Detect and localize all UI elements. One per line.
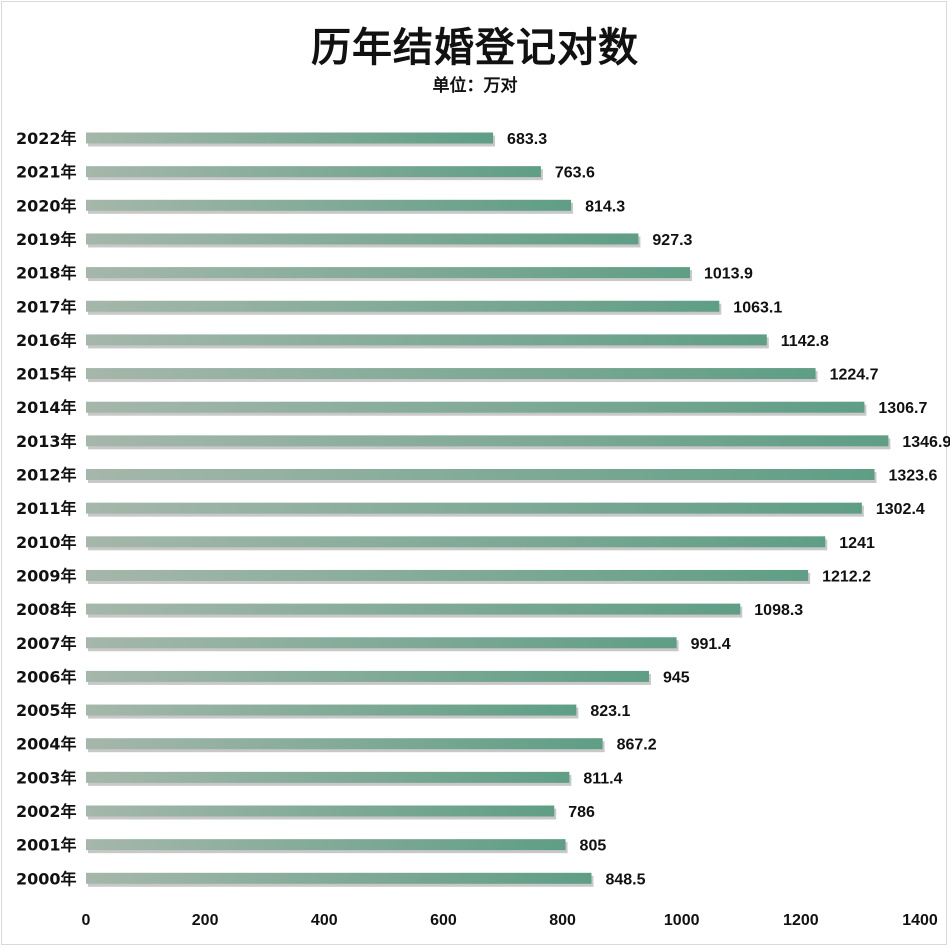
bar [86,738,603,750]
value-label: 927.3 [652,232,692,249]
category-label: 2007年 [16,634,77,653]
bar [86,603,741,615]
category-label: 2022年 [16,129,77,148]
value-label: 1306.7 [878,400,927,417]
bar [86,166,541,178]
category-label: 2010年 [16,533,77,552]
bar [86,368,816,380]
value-label: 1224.7 [830,367,879,384]
value-label: 763.6 [555,165,595,182]
x-tick-label: 600 [430,912,457,929]
category-label: 2013年 [16,432,77,451]
x-tick-label: 200 [192,912,219,929]
chart-title: 历年结婚登记对数 [311,25,639,71]
category-label: 2014年 [16,398,77,417]
bar [86,233,639,245]
value-label: 1063.1 [733,299,782,316]
value-label: 1212.2 [822,568,871,585]
value-label: 1013.9 [704,266,753,283]
bar [86,670,649,682]
value-label: 811.4 [583,770,622,787]
category-label: 2006年 [16,667,77,686]
x-tick-label: 800 [549,912,576,929]
value-label: 786 [568,804,595,821]
bar [86,267,690,279]
bar [86,502,862,514]
category-label: 2012年 [16,466,77,485]
category-label: 2018年 [16,264,77,283]
value-label: 1142.8 [781,333,829,350]
category-label: 2020年 [16,196,77,215]
x-tick-label: 0 [82,912,91,929]
value-label: 991.4 [691,636,731,653]
category-label: 2003年 [16,768,77,787]
value-label: 1323.6 [888,468,937,485]
bar [86,401,865,413]
bar [86,704,577,716]
category-label: 2005年 [16,701,77,720]
value-label: 805 [580,838,607,855]
category-label: 2017年 [16,297,77,316]
value-label: 1346.9 [902,434,950,451]
category-label: 2000年 [16,869,77,888]
bar [86,805,555,817]
bar [86,435,889,447]
value-label: 683.3 [507,131,547,148]
category-label: 2004年 [16,735,77,754]
category-label: 2008年 [16,600,77,619]
x-tick-label: 1000 [664,912,700,929]
bar [86,569,809,581]
value-label: 945 [663,669,690,686]
bar [86,199,572,211]
bar [86,469,875,480]
value-label: 1098.3 [754,602,803,619]
category-label: 2015年 [16,365,77,384]
category-label: 2011年 [16,499,77,518]
bar [86,771,570,783]
plot-area: 2022年 683.3 2021年 763.6 2020年 814.3 2019年 927.3… [16,129,950,929]
value-label: 814.3 [585,198,625,215]
bar [86,637,677,649]
bar [86,132,494,144]
category-label: 2001年 [16,836,77,855]
category-label: 2009年 [16,566,77,585]
bar [86,839,566,851]
x-tick-label: 1200 [783,912,819,929]
x-tick-label: 400 [311,912,338,929]
category-label: 2002年 [16,802,77,821]
category-label: 2021年 [16,163,77,182]
value-label: 867.2 [617,737,657,754]
chart-subtitle: 单位：万对 [432,76,518,96]
x-tick-label: 1400 [902,912,938,929]
bar [86,334,767,346]
value-label: 848.5 [605,871,645,888]
value-label: 1241 [839,535,875,552]
bar [86,536,826,548]
bar [86,300,720,312]
bar [86,872,592,884]
category-label: 2019年 [16,230,77,249]
value-label: 823.1 [590,703,630,720]
value-label: 1302.4 [876,501,925,518]
category-label: 2016年 [16,331,77,350]
